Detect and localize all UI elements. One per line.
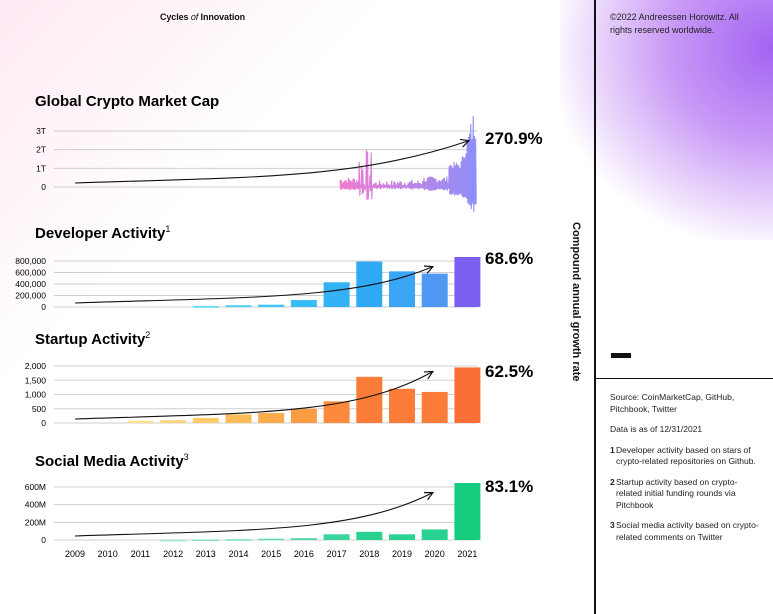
bar-2014 — [225, 414, 252, 423]
x-tick-label-2017: 2017 — [327, 549, 347, 559]
bar-2020 — [421, 529, 448, 540]
x-tick-label-2014: 2014 — [228, 549, 248, 559]
x-tick-label-2016: 2016 — [294, 549, 314, 559]
y-tick-label: 2T — [36, 145, 46, 155]
bar-2021 — [454, 257, 481, 307]
chart-title: Developer Activity1 — [35, 224, 170, 242]
bar-2013 — [192, 306, 219, 308]
dash-mark — [611, 353, 631, 358]
bar-2015 — [258, 538, 285, 541]
bar-2011 — [127, 420, 154, 423]
bar-2014 — [225, 305, 252, 307]
vertical-divider — [594, 0, 596, 614]
x-tick-label-2021: 2021 — [457, 549, 477, 559]
y-tick-label: 400M — [25, 500, 46, 510]
horizontal-divider — [594, 378, 773, 379]
bar-2012 — [160, 420, 187, 423]
bar-2019 — [389, 388, 415, 423]
x-tick-label-2019: 2019 — [392, 549, 412, 559]
growth-rate-label: 83.1% — [485, 477, 533, 496]
y-tick-label: 2,000 — [25, 361, 47, 371]
market-cap-series — [339, 116, 477, 212]
bar-2013 — [192, 417, 219, 423]
x-tick-label-2011: 2011 — [131, 549, 150, 559]
bar-2015 — [258, 413, 285, 423]
bar-2016 — [290, 408, 317, 423]
bar-2014 — [225, 539, 252, 541]
x-tick-label-2015: 2015 — [261, 549, 281, 559]
header-title: Cycles of Innovation — [160, 12, 246, 22]
y-tick-label: 0 — [41, 535, 46, 545]
bar-2016 — [290, 300, 317, 307]
bar-2020 — [421, 391, 448, 423]
bar-2018 — [356, 376, 383, 423]
background-glow — [560, 0, 773, 240]
trend-arrow — [74, 372, 432, 420]
growth-rate-label: 68.6% — [485, 249, 533, 268]
bar-2019 — [389, 271, 415, 307]
footnote-2: 2 Startup activity based on crypto-relate… — [610, 476, 738, 510]
bar-2013 — [192, 539, 219, 542]
x-tick-label-2010: 2010 — [98, 549, 118, 559]
x-tick-label-2012: 2012 — [163, 549, 183, 559]
trend-arrow — [74, 267, 432, 304]
x-tick-label-2009: 2009 — [65, 549, 85, 559]
x-tick-label-2018: 2018 — [359, 549, 379, 559]
bar-2016 — [290, 538, 317, 540]
growth-rate-label: 270.9% — [485, 129, 543, 148]
y-tick-label: 0 — [41, 182, 46, 192]
trend-arrow — [74, 493, 432, 537]
trend-arrow — [74, 141, 468, 184]
source-text: Source: CoinMarketCap, GitHub, Pitchbook… — [610, 392, 735, 414]
bar-2021 — [454, 483, 481, 540]
y-tick-label: 200M — [25, 517, 46, 527]
as-of-text: Data is as of 12/31/2021 — [610, 424, 703, 434]
y-tick-label: 400,000 — [15, 279, 46, 289]
growth-rate-label: 62.5% — [485, 362, 533, 381]
y-tick-label: 1T — [36, 163, 46, 173]
y-tick-label: 500 — [32, 404, 46, 414]
footnote-1: 1 Developer activity based on stars of cr… — [610, 444, 756, 467]
bar-2017 — [323, 282, 350, 307]
y-tick-label: 800,000 — [15, 256, 46, 266]
y-tick-label: 0 — [41, 302, 46, 312]
footnote-3: 3 Social media activity based on crypto-r… — [610, 520, 759, 542]
chart-title: Global Crypto Market Cap — [35, 93, 219, 110]
y-tick-label: 1,500 — [25, 375, 47, 385]
bar-2020 — [421, 273, 448, 307]
bar-2018 — [356, 531, 383, 540]
x-tick-label-2020: 2020 — [425, 549, 445, 559]
x-tick-label-2013: 2013 — [196, 549, 216, 559]
bar-2021 — [454, 367, 481, 423]
bar-2017 — [323, 401, 350, 423]
y-tick-label: 3T — [36, 126, 46, 136]
bar-2012 — [160, 539, 187, 542]
bar-2017 — [323, 534, 350, 540]
copyright-text: ©2022 Andreessen Horowitz. All rights re… — [610, 12, 739, 35]
bar-2018 — [356, 261, 383, 307]
y-tick-label: 0 — [41, 418, 46, 428]
y-tick-label: 600,000 — [15, 268, 46, 278]
y-tick-label: 600M — [25, 482, 46, 492]
chart-title: Social Media Activity3 — [35, 452, 189, 470]
sidebar-notes: Source: CoinMarketCap, GitHub, Pitchbook… — [610, 392, 760, 552]
bar-2015 — [258, 304, 285, 307]
y-tick-label: 1,000 — [25, 390, 47, 400]
bar-2019 — [389, 534, 415, 540]
chart-title: Startup Activity2 — [35, 330, 150, 348]
y-tick-label: 200,000 — [15, 291, 46, 301]
